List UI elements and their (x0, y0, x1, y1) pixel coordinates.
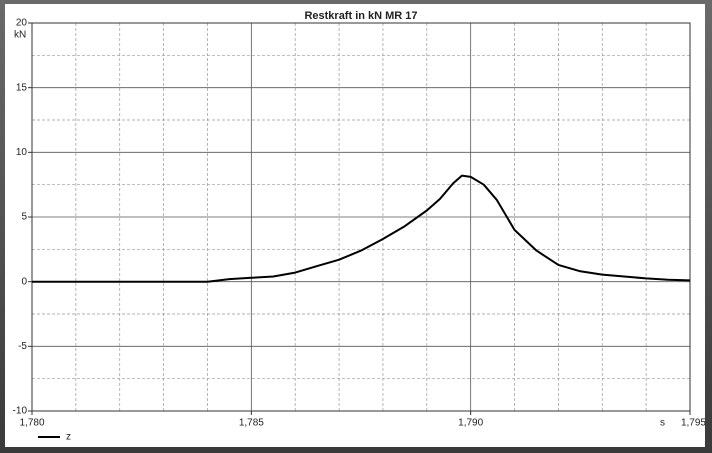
y-axis-label: kN (14, 30, 26, 41)
y-tick-label: 15 (16, 82, 28, 93)
y-tick-label: 5 (21, 212, 27, 223)
x-tick-label: 1,780 (19, 418, 44, 429)
y-tick-label: 10 (16, 147, 28, 158)
y-tick-label: -5 (18, 341, 27, 352)
plot-border (31, 22, 691, 412)
x-tick-label: 1,790 (458, 418, 483, 429)
x-tick-label: 1,785 (239, 418, 264, 429)
x-tick-label: 1,795 (681, 418, 706, 429)
y-tick-label: 20 (16, 18, 28, 29)
legend-label: z (66, 432, 71, 443)
chart-title: Restkraft in kN MR 17 (304, 10, 417, 22)
y-tick-label: 0 (21, 276, 27, 287)
y-tick-label: -10 (13, 406, 28, 417)
x-axis-label: s (660, 418, 665, 429)
line-series (32, 174, 691, 283)
panel (5, 4, 705, 447)
